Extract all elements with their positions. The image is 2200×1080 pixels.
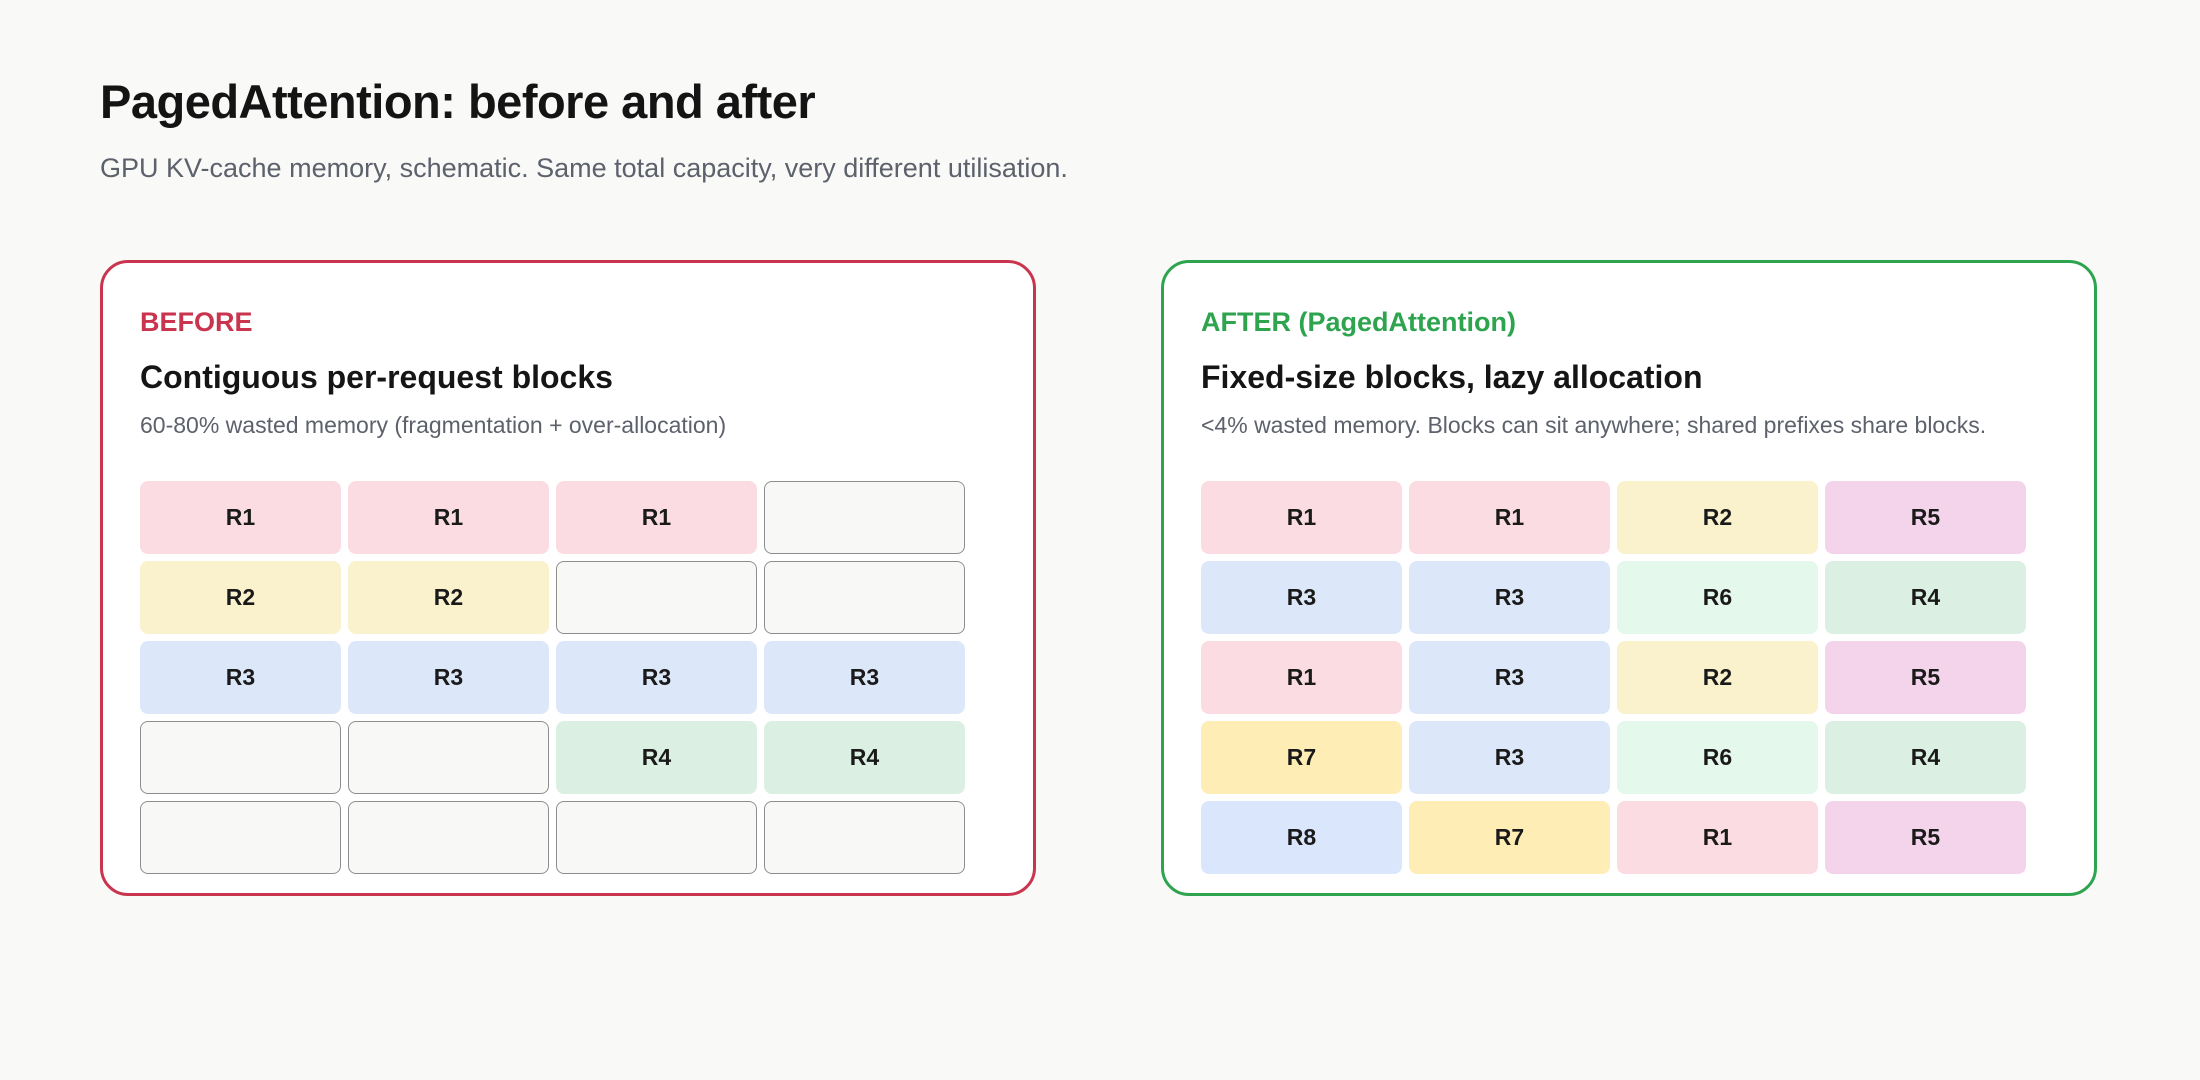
memory-block-r2: R2 [348, 561, 549, 634]
after-memory-grid: R1 R1 R2 R5 R3 R3 R6 R4 R1 R3 R2 R5 R7 R3 R6 R4 R8 R7 R1 R5 [1201, 481, 2026, 874]
page-subtitle: GPU KV-cache memory, schematic. Same tot… [100, 153, 1068, 183]
memory-block-free [140, 721, 341, 794]
memory-block-free [764, 561, 965, 634]
memory-block-r1: R1 [140, 481, 341, 554]
memory-block-free [140, 801, 341, 874]
before-panel: BEFORE Contiguous per-request blocks 60-… [100, 260, 1036, 896]
memory-block-r4: R4 [1825, 721, 2026, 794]
memory-block-r3: R3 [556, 641, 757, 714]
memory-block-r3: R3 [764, 641, 965, 714]
after-heading: Fixed-size blocks, lazy allocation [1201, 359, 1703, 395]
before-description: 60-80% wasted memory (fragmentation + ov… [140, 412, 727, 438]
memory-block-r2: R2 [1617, 481, 1818, 554]
memory-block-free [348, 801, 549, 874]
memory-block-r5: R5 [1825, 801, 2026, 874]
memory-block-r1: R1 [1617, 801, 1818, 874]
after-tag: AFTER (PagedAttention) [1201, 307, 1516, 337]
before-heading: Contiguous per-request blocks [140, 359, 613, 395]
memory-block-free [556, 801, 757, 874]
before-memory-grid: R1 R1 R1 R2 R2 R3 R3 R3 R3 R4 R4 [140, 481, 965, 874]
memory-block-r1: R1 [1201, 641, 1402, 714]
memory-block-r3: R3 [1409, 641, 1610, 714]
page-title: PagedAttention: before and after [100, 75, 816, 128]
memory-block-r1: R1 [556, 481, 757, 554]
memory-block-r6: R6 [1617, 721, 1818, 794]
memory-block-r4: R4 [764, 721, 965, 794]
memory-block-r4: R4 [1825, 561, 2026, 634]
after-panel: AFTER (PagedAttention) Fixed-size blocks… [1161, 260, 2097, 896]
memory-block-r6: R6 [1617, 561, 1818, 634]
memory-block-r3: R3 [1409, 561, 1610, 634]
memory-block-r3: R3 [140, 641, 341, 714]
memory-block-r5: R5 [1825, 641, 2026, 714]
memory-block-r1: R1 [1409, 481, 1610, 554]
memory-block-r7: R7 [1201, 721, 1402, 794]
after-description: <4% wasted memory. Blocks can sit anywhe… [1201, 412, 1987, 438]
memory-block-free [556, 561, 757, 634]
memory-block-r4: R4 [556, 721, 757, 794]
memory-block-r7: R7 [1409, 801, 1610, 874]
memory-block-r2: R2 [1617, 641, 1818, 714]
memory-block-r8: R8 [1201, 801, 1402, 874]
memory-block-r1: R1 [1201, 481, 1402, 554]
memory-block-r2: R2 [140, 561, 341, 634]
memory-block-r1: R1 [348, 481, 549, 554]
memory-block-r5: R5 [1825, 481, 2026, 554]
memory-block-free [764, 801, 965, 874]
memory-block-r3: R3 [1201, 561, 1402, 634]
before-tag: BEFORE [140, 307, 253, 337]
memory-block-r3: R3 [348, 641, 549, 714]
memory-block-free [764, 481, 965, 554]
memory-block-free [348, 721, 549, 794]
memory-block-r3: R3 [1409, 721, 1610, 794]
